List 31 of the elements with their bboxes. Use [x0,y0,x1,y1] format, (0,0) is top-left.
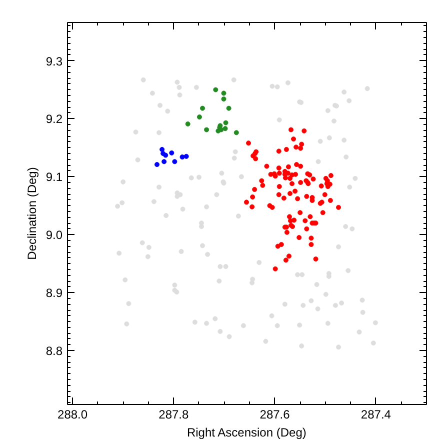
point [213,87,218,92]
x-tick-label: 287.8 [158,408,190,422]
point [180,154,185,160]
x-axis-title: Right Ascension (Deg) [186,426,306,440]
point [162,159,167,164]
point [154,162,160,168]
x-tick-label: 287.4 [360,408,392,422]
y-tick-label: 9.2 [46,112,63,126]
point [184,154,189,159]
point [222,126,228,132]
point [221,96,226,102]
x-tick-label: 287.6 [260,408,290,422]
point [204,127,210,132]
y-tick-label: 9.1 [46,170,63,184]
point [160,146,165,152]
point [185,121,190,126]
point [172,159,178,164]
point [169,150,174,156]
y-tick-label: 8.8 [46,344,63,358]
y-tick-label: 9.3 [46,54,63,68]
point [234,130,239,136]
point [163,152,168,158]
point [196,114,202,120]
point [223,120,228,126]
point [200,106,206,111]
y-tick-label: 9.0 [46,228,63,242]
y-tick-label: 8.9 [46,286,63,300]
point [221,90,226,96]
x-tick-label: 288.0 [58,408,88,422]
point [226,106,232,111]
y-axis-title: Declination (Deg) [24,167,39,260]
